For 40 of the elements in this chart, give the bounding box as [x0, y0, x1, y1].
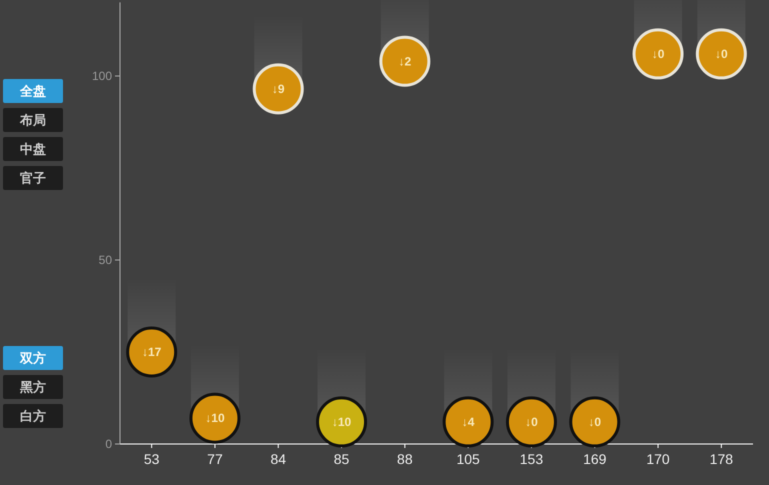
annotation: ↓0 — [588, 414, 602, 429]
point — [442, 396, 494, 448]
category-label: 黑方 — [19, 380, 46, 394]
point — [189, 392, 240, 444]
x-tick-label: 85 — [334, 451, 350, 467]
category-label: 布局 — [19, 112, 46, 128]
y-tick-label: 0 — [105, 437, 112, 451]
annotation: ↓17 — [142, 345, 162, 359]
annotation: ↓10 — [332, 414, 352, 429]
x-tick-label: 169 — [583, 451, 607, 467]
category-label: 官子 — [20, 170, 46, 186]
x-tick-label: 178 — [710, 451, 734, 467]
x-tick-label: 170 — [646, 451, 670, 467]
point — [696, 28, 747, 80]
point — [379, 36, 430, 87]
point — [316, 396, 368, 448]
y-tick-label: 50 — [98, 253, 112, 267]
point — [506, 396, 557, 448]
point — [632, 28, 684, 80]
annotation: ↓0 — [715, 46, 728, 61]
point — [252, 63, 304, 114]
category-label: 白方 — [20, 408, 46, 424]
category-label: 双方 — [19, 350, 46, 366]
category-label: 全盘 — [19, 84, 46, 98]
annotation: ↓4 — [462, 414, 475, 429]
annotation: ↓9 — [272, 82, 285, 96]
annotation: ↓10 — [205, 411, 225, 426]
point — [569, 396, 620, 448]
point — [126, 326, 178, 378]
annotation: ↓2 — [398, 54, 412, 68]
category-label: 中盘 — [20, 142, 46, 156]
x-tick-label: 88 — [397, 451, 413, 467]
x-tick-label: 53 — [144, 451, 160, 467]
x-tick-label: 84 — [270, 451, 286, 467]
annotation: ↓0 — [525, 414, 538, 429]
x-tick-label: 153 — [520, 451, 544, 467]
y-tick-label: 100 — [92, 69, 112, 83]
annotation: ↓0 — [652, 46, 665, 61]
x-tick-label: 77 — [207, 451, 223, 467]
x-tick-label: 105 — [456, 451, 480, 467]
